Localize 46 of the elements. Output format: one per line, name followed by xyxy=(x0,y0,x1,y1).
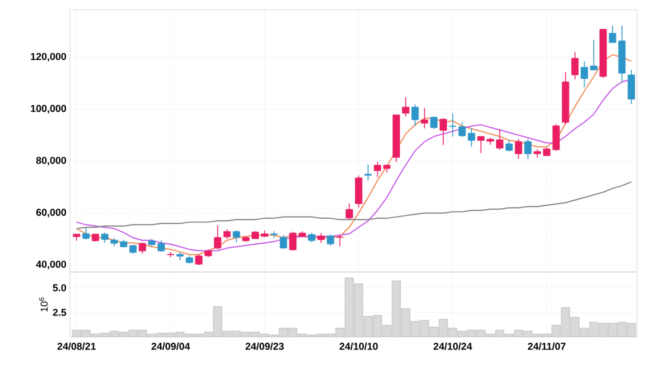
candlestick xyxy=(440,118,447,146)
candlestick xyxy=(214,224,222,250)
candlestick xyxy=(402,96,410,117)
candlestick xyxy=(82,228,90,240)
candlestick xyxy=(430,116,438,130)
candlestick xyxy=(195,254,202,266)
candlestick xyxy=(232,230,240,243)
candlestick xyxy=(496,128,504,150)
candlestick xyxy=(411,104,419,127)
x-tick-label: 24/09/04 xyxy=(152,342,190,350)
candlestick xyxy=(308,232,316,243)
x-tick-label: 24/10/10 xyxy=(340,342,378,350)
candlestick xyxy=(458,122,466,138)
x-tick-label: 24/11/07 xyxy=(528,342,566,350)
candlestick xyxy=(449,112,456,137)
candlestick xyxy=(477,136,485,154)
candlestick xyxy=(346,202,353,220)
y-tick-label: 80,000 xyxy=(36,156,66,166)
candlestick xyxy=(590,39,598,70)
candlestick xyxy=(280,234,288,249)
candlestick xyxy=(514,138,522,160)
y-tick-label: 5.0 xyxy=(52,284,66,292)
candlestick xyxy=(374,161,382,178)
x-tick-label: 24/09/23 xyxy=(246,342,284,350)
candlestick xyxy=(580,60,588,88)
candlestick xyxy=(223,228,231,240)
candlestick xyxy=(468,128,476,147)
x-tick-label: 24/08/21 xyxy=(57,342,96,350)
candlestick xyxy=(505,139,513,152)
y-tick-label: 120,000 xyxy=(30,52,66,62)
x-tick-label: 24/10/24 xyxy=(434,342,472,350)
candlestick xyxy=(101,232,108,244)
y-tick-label: 2.5 xyxy=(52,308,66,316)
candlestick xyxy=(326,234,334,246)
y-axis-title: 10$^{6}$ xyxy=(39,298,48,312)
candlestick xyxy=(317,232,325,244)
candlestick xyxy=(420,108,428,129)
y-tick-label: 40,000 xyxy=(36,260,66,270)
candlestick xyxy=(138,242,146,254)
candlestick xyxy=(158,240,165,252)
candlestick xyxy=(289,231,296,251)
y-tick-label: 100,000 xyxy=(30,104,66,114)
candlestick xyxy=(336,234,344,247)
candlestick xyxy=(524,138,532,160)
candlestick xyxy=(571,52,579,80)
y-tick-label: 60,000 xyxy=(36,208,66,218)
